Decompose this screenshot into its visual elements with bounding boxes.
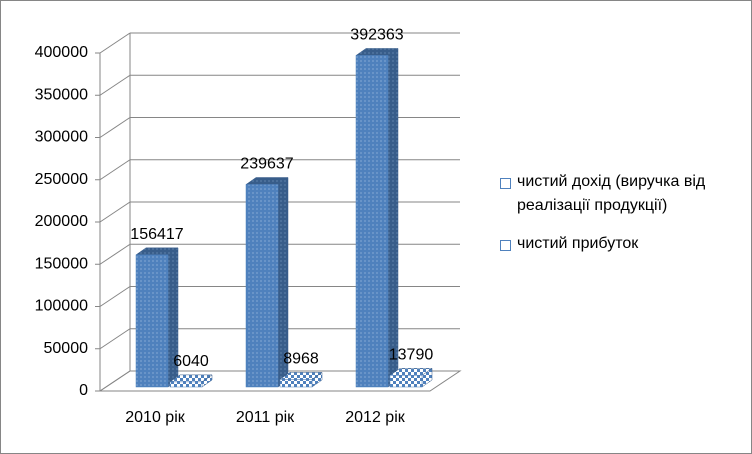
data-label: 392363 [350, 27, 403, 44]
bar-side [387, 47, 399, 388]
grid-line [99, 328, 131, 350]
legend-swatch [500, 178, 511, 189]
grid-line [99, 370, 131, 392]
y-tick-label: 250000 [35, 171, 88, 188]
legend-label: чистий дохід (виручка від реалізації про… [517, 173, 706, 214]
data-label: 13790 [389, 347, 434, 364]
y-tick-label: 150000 [35, 255, 88, 272]
y-tick-label: 350000 [35, 86, 88, 103]
data-label: 239637 [240, 156, 293, 173]
grid-line [99, 286, 131, 307]
legend: чистий дохід (виручка від реалізації про… [500, 170, 745, 270]
legend-label: чистий прибуток [517, 235, 639, 252]
grid-line [99, 159, 131, 181]
bar [355, 55, 389, 388]
data-label: 8968 [283, 351, 319, 368]
y-tick-label: 0 [79, 382, 88, 399]
data-label: 6040 [173, 353, 209, 370]
bar [169, 381, 203, 388]
x-tick-label: 2011 рік [236, 409, 295, 426]
y-tick-label: 400000 [35, 44, 88, 61]
bar [389, 375, 423, 388]
legend-entry: чистий прибуток [500, 232, 745, 256]
data-label: 156417 [130, 226, 183, 243]
grid-line [99, 74, 131, 96]
grid-line [99, 201, 131, 223]
grid-line [99, 32, 131, 54]
grid-line [99, 243, 131, 265]
x-tick-label: 2010 рік [125, 409, 185, 426]
y-tick-label: 50000 [44, 340, 89, 357]
bar [135, 254, 169, 388]
x-tick-label: 2012 рік [345, 409, 405, 426]
bar [279, 379, 313, 388]
y-tick-label: 100000 [35, 298, 88, 315]
bar [245, 184, 279, 388]
legend-swatch [500, 240, 511, 251]
legend-entry: чистий дохід (виручка від реалізації про… [500, 170, 745, 218]
y-tick-label: 200000 [35, 213, 88, 230]
y-tick-label: 300000 [35, 129, 88, 146]
grid-line [99, 117, 131, 138]
